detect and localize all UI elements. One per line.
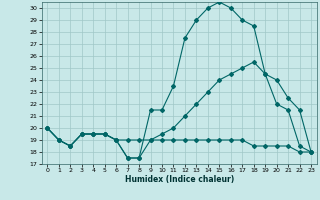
X-axis label: Humidex (Indice chaleur): Humidex (Indice chaleur) <box>124 175 234 184</box>
